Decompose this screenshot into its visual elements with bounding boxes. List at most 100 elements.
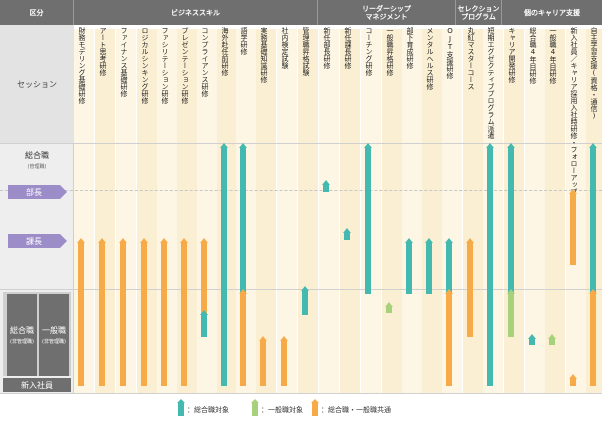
pill-kacho: 課長 (8, 234, 67, 248)
course-label: キャリア開発研修 (508, 27, 516, 83)
column-bg (217, 29, 237, 393)
course-label: ファイナンス基礎研修 (120, 27, 128, 97)
eligibility-bar (322, 180, 330, 192)
rank-ippan-sub: (非管理職) (42, 339, 66, 345)
header-row: 区分 ビジネススキル リーダーシップ マネジメント セレクション プログラム 個… (0, 0, 602, 25)
group-header-selection: セレクション プログラム (456, 0, 502, 25)
legend: ：総合職対象 ：一般職対象 ：総合職・一般職共通 (0, 398, 602, 421)
course-label: OJT支援研修 (446, 27, 454, 79)
divider-bucho (0, 190, 602, 191)
legend-item-teal: ：総合職対象 (177, 399, 229, 416)
eligibility-bar (507, 143, 515, 294)
eligibility-bar (589, 143, 597, 294)
column-bg (422, 29, 442, 393)
eligibility-bar (589, 289, 597, 386)
rank-sogo-sub: (管理職) (27, 164, 47, 170)
course-label: 語学研修 (240, 27, 248, 55)
column-bg (402, 29, 422, 393)
legend-orange-label: ：総合職・一般職共通 (321, 405, 391, 414)
eligibility-bar (385, 302, 393, 313)
course-label: 財務モデリング基礎研修 (78, 27, 86, 104)
column-bg (504, 29, 524, 393)
eligibility-bar (445, 289, 453, 386)
column-bg (236, 29, 256, 393)
course-label: 新入社員／キャリア採用入社時研修・フォローアップ (570, 27, 578, 195)
eligibility-bar (239, 143, 247, 294)
legend-orange-swatch (311, 399, 319, 416)
course-label: アート思考研修 (99, 27, 107, 76)
eligibility-bar (77, 238, 85, 386)
rank-sogo-label: 総合職 (25, 151, 49, 160)
column-bg (340, 29, 360, 393)
course-label: 一般職昇格研修 (386, 27, 394, 76)
course-label: 総合職4年目研修 (529, 27, 537, 84)
course-label: 短期エグゼクティブプログラム派遣 (487, 27, 495, 139)
course-label: 海外赴任前研修 (221, 27, 229, 76)
rank-shinnyu-label: 新入社員 (21, 380, 53, 390)
eligibility-bar (343, 228, 351, 240)
group-header-leadership: リーダーシップ マネジメント (318, 0, 456, 25)
column-bg (361, 29, 381, 393)
eligibility-bar (259, 336, 267, 386)
course-label: 一般職4年目研修 (549, 27, 557, 84)
eligibility-bar (140, 238, 148, 386)
eligibility-bar (445, 238, 453, 294)
column-bg (95, 29, 115, 393)
column-bg (277, 29, 297, 393)
column-bg (319, 29, 339, 393)
course-label: メンタルヘルス研修 (426, 27, 434, 90)
eligibility-bar (569, 374, 577, 386)
eligibility-bar (180, 238, 188, 386)
column-bg (525, 29, 545, 393)
eligibility-bar (486, 143, 494, 386)
eligibility-bar (301, 286, 309, 315)
course-label: 自主学習支援(資格・通信) (590, 27, 598, 120)
column-backgrounds (74, 29, 602, 393)
eligibility-bar (425, 238, 433, 294)
column-bg (256, 29, 276, 393)
eligibility-bar (364, 143, 372, 294)
course-label: 新任部長研修 (323, 27, 331, 69)
legend-teal-label: ：総合職対象 (187, 405, 229, 414)
rank-sogo-nonmanager: 総合職 (非管理職) (7, 294, 37, 376)
eligibility-bar (119, 238, 127, 386)
course-label: ロジカルシンキング研修 (141, 27, 149, 104)
column-bg (566, 29, 586, 393)
rank-ippan-label: 一般職 (42, 326, 66, 335)
course-label: 実務基礎知識研修 (260, 27, 268, 83)
category-header: 区分 (0, 0, 74, 25)
eligibility-bar (200, 310, 208, 337)
eligibility-bar (220, 143, 228, 386)
rank-sogo-nonmgr-sub: (非管理職) (10, 339, 34, 345)
group-header-business: ビジネススキル (74, 0, 318, 25)
eligibility-bar (569, 189, 577, 265)
course-label: プレゼンテーション研修 (181, 27, 189, 104)
course-label: 社内検定試験 (281, 27, 289, 69)
session-row-label: セッション (0, 25, 74, 143)
legend-green-label: ：一般職対象 (261, 405, 303, 414)
course-label: 新任課長研修 (344, 27, 352, 69)
divider-session (0, 143, 602, 144)
divider-bottom (0, 393, 602, 394)
eligibility-bar (280, 336, 288, 386)
group-header-career: 個のキャリア支援 (524, 8, 580, 17)
rank-sogo-nonmgr-label: 総合職 (10, 326, 34, 335)
column-bg (442, 29, 462, 393)
eligibility-bar (200, 238, 208, 315)
legend-item-orange: ：総合職・一般職共通 (311, 399, 391, 416)
eligibility-bar (548, 334, 556, 345)
eligibility-bar (239, 289, 247, 386)
eligibility-bar (528, 334, 536, 345)
eligibility-bar (405, 238, 413, 294)
course-label: 管理職昇格試験 (302, 27, 310, 76)
rank-sogo-manager: 総合職 (管理職) (0, 150, 74, 170)
eligibility-bar (98, 238, 106, 386)
eligibility-bar (160, 238, 168, 386)
course-label: 丸紅マスターコース (467, 27, 475, 90)
rank-shinnyu: 新入社員 (3, 378, 71, 392)
legend-green-swatch (251, 399, 259, 416)
course-label: コーチング研修 (365, 27, 373, 76)
rank-ippan: 一般職 (非管理職) (39, 294, 69, 376)
pill-bucho: 部長 (8, 185, 67, 199)
eligibility-bar (507, 289, 515, 337)
